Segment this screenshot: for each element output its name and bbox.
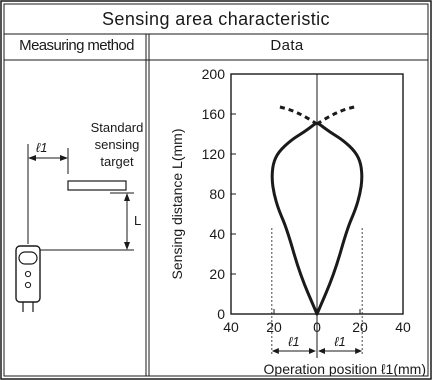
proximity-sensor-icon: [15, 245, 41, 312]
dimension-arrowhead: [318, 348, 325, 354]
x-tick-label: 20: [352, 319, 368, 335]
sensing-boundary-0: [270, 122, 319, 316]
offset-symbol: ℓ1: [36, 140, 47, 155]
y-tick-label: 0: [217, 306, 225, 322]
x-tick-label: 40: [223, 319, 239, 335]
sensing-area-chart: 0204080120160200402002040Sensing distanc…: [169, 66, 426, 376]
y-tick-label: 80: [209, 186, 225, 202]
x-tick-label: 20: [266, 319, 282, 335]
y-tick-label: 200: [202, 66, 226, 82]
distance-arrow-down: [124, 242, 130, 250]
y-axis-label: Sensing distance L(mm): [169, 129, 185, 280]
column-header-data: Data: [270, 37, 304, 54]
x-axis-label: Operation position ℓ1(mm): [264, 361, 426, 376]
offset-arrow-right: [60, 155, 68, 161]
target-label-line2: sensing: [95, 137, 140, 152]
dashed-boundary-3: [316, 104, 359, 126]
column-header-method: Measuring method: [19, 37, 134, 54]
dimension-arrowhead: [309, 348, 316, 354]
y-tick-label: 160: [202, 106, 226, 122]
x-tick-label: 40: [395, 319, 411, 335]
offset-arrow-left: [28, 155, 36, 161]
y-tick-label: 40: [209, 226, 225, 242]
dimension-label-right: ℓ1: [334, 334, 345, 349]
target-label-line3: target: [100, 154, 134, 169]
table-title: Sensing area characteristic: [102, 9, 330, 29]
measuring-method-diagram: ℓ1 Standard sensing target L: [15, 120, 144, 312]
y-tick-label: 20: [209, 266, 225, 282]
distance-arrow-up: [124, 193, 130, 201]
target-label-line1: Standard: [91, 120, 144, 135]
distance-symbol: L: [134, 213, 141, 228]
dimension-label-left: ℓ1: [288, 334, 299, 349]
y-tick-label: 120: [202, 146, 226, 162]
standard-sensing-target: [67, 180, 127, 191]
dimension-arrowhead: [355, 348, 363, 354]
dashed-boundary-2: [275, 104, 318, 126]
dimension-arrowhead: [271, 348, 279, 354]
sensing-boundary-1: [315, 122, 364, 316]
